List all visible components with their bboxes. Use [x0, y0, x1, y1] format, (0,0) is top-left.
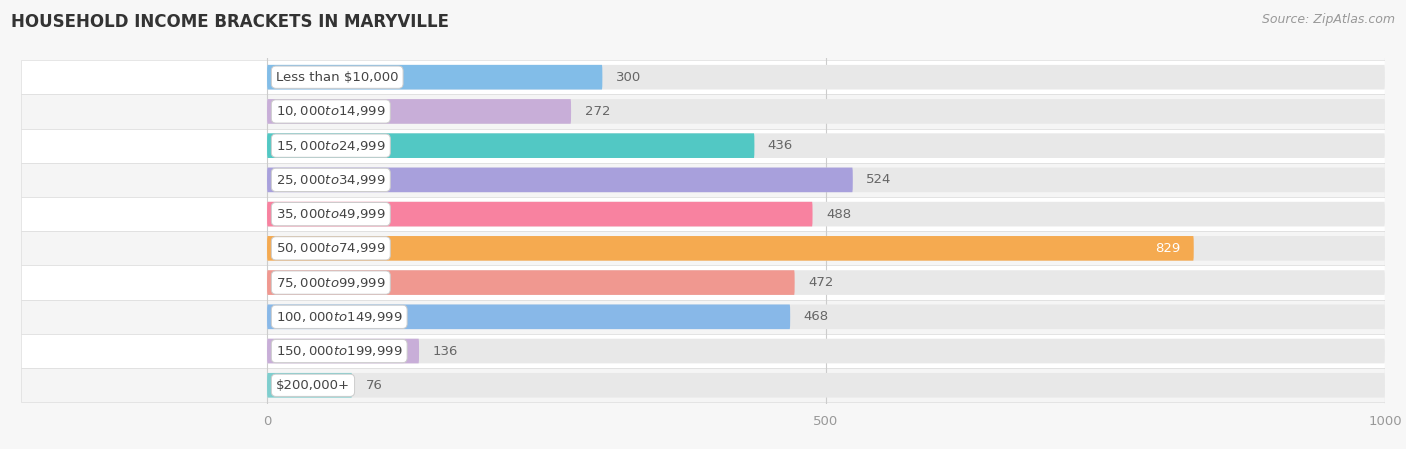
Text: HOUSEHOLD INCOME BRACKETS IN MARYVILLE: HOUSEHOLD INCOME BRACKETS IN MARYVILLE: [11, 13, 450, 31]
Text: $25,000 to $34,999: $25,000 to $34,999: [276, 173, 385, 187]
FancyBboxPatch shape: [267, 270, 794, 295]
FancyBboxPatch shape: [21, 197, 1385, 231]
Text: $100,000 to $149,999: $100,000 to $149,999: [276, 310, 402, 324]
Text: 472: 472: [808, 276, 834, 289]
Text: $10,000 to $14,999: $10,000 to $14,999: [276, 105, 385, 119]
FancyBboxPatch shape: [21, 60, 1385, 94]
FancyBboxPatch shape: [267, 270, 1385, 295]
FancyBboxPatch shape: [267, 236, 1194, 261]
Text: $200,000+: $200,000+: [276, 379, 350, 392]
Text: 272: 272: [585, 105, 610, 118]
Text: $75,000 to $99,999: $75,000 to $99,999: [276, 276, 385, 290]
FancyBboxPatch shape: [267, 373, 1385, 398]
FancyBboxPatch shape: [21, 299, 1385, 334]
Text: 136: 136: [433, 344, 458, 357]
FancyBboxPatch shape: [267, 99, 571, 124]
FancyBboxPatch shape: [267, 236, 1385, 261]
Text: Source: ZipAtlas.com: Source: ZipAtlas.com: [1261, 13, 1395, 26]
Text: 300: 300: [616, 70, 641, 84]
FancyBboxPatch shape: [267, 133, 1385, 158]
Text: 76: 76: [366, 379, 382, 392]
Text: Less than $10,000: Less than $10,000: [276, 70, 398, 84]
FancyBboxPatch shape: [267, 304, 1385, 329]
FancyBboxPatch shape: [267, 65, 1385, 89]
Text: $15,000 to $24,999: $15,000 to $24,999: [276, 139, 385, 153]
Text: 524: 524: [866, 173, 891, 186]
FancyBboxPatch shape: [21, 231, 1385, 265]
FancyBboxPatch shape: [21, 368, 1385, 402]
FancyBboxPatch shape: [267, 65, 602, 89]
FancyBboxPatch shape: [267, 99, 1385, 124]
Text: 829: 829: [1156, 242, 1181, 255]
FancyBboxPatch shape: [267, 339, 1385, 363]
Text: 468: 468: [804, 310, 828, 323]
FancyBboxPatch shape: [267, 339, 419, 363]
FancyBboxPatch shape: [267, 133, 755, 158]
FancyBboxPatch shape: [21, 94, 1385, 128]
FancyBboxPatch shape: [267, 167, 853, 192]
FancyBboxPatch shape: [21, 265, 1385, 299]
Text: $35,000 to $49,999: $35,000 to $49,999: [276, 207, 385, 221]
FancyBboxPatch shape: [267, 167, 1385, 192]
FancyBboxPatch shape: [267, 202, 1385, 226]
FancyBboxPatch shape: [267, 202, 813, 226]
FancyBboxPatch shape: [21, 334, 1385, 368]
Text: 436: 436: [768, 139, 793, 152]
Text: $150,000 to $199,999: $150,000 to $199,999: [276, 344, 402, 358]
FancyBboxPatch shape: [267, 304, 790, 329]
Text: 488: 488: [825, 207, 851, 220]
FancyBboxPatch shape: [267, 373, 352, 398]
Text: $50,000 to $74,999: $50,000 to $74,999: [276, 242, 385, 255]
FancyBboxPatch shape: [21, 163, 1385, 197]
FancyBboxPatch shape: [21, 128, 1385, 163]
